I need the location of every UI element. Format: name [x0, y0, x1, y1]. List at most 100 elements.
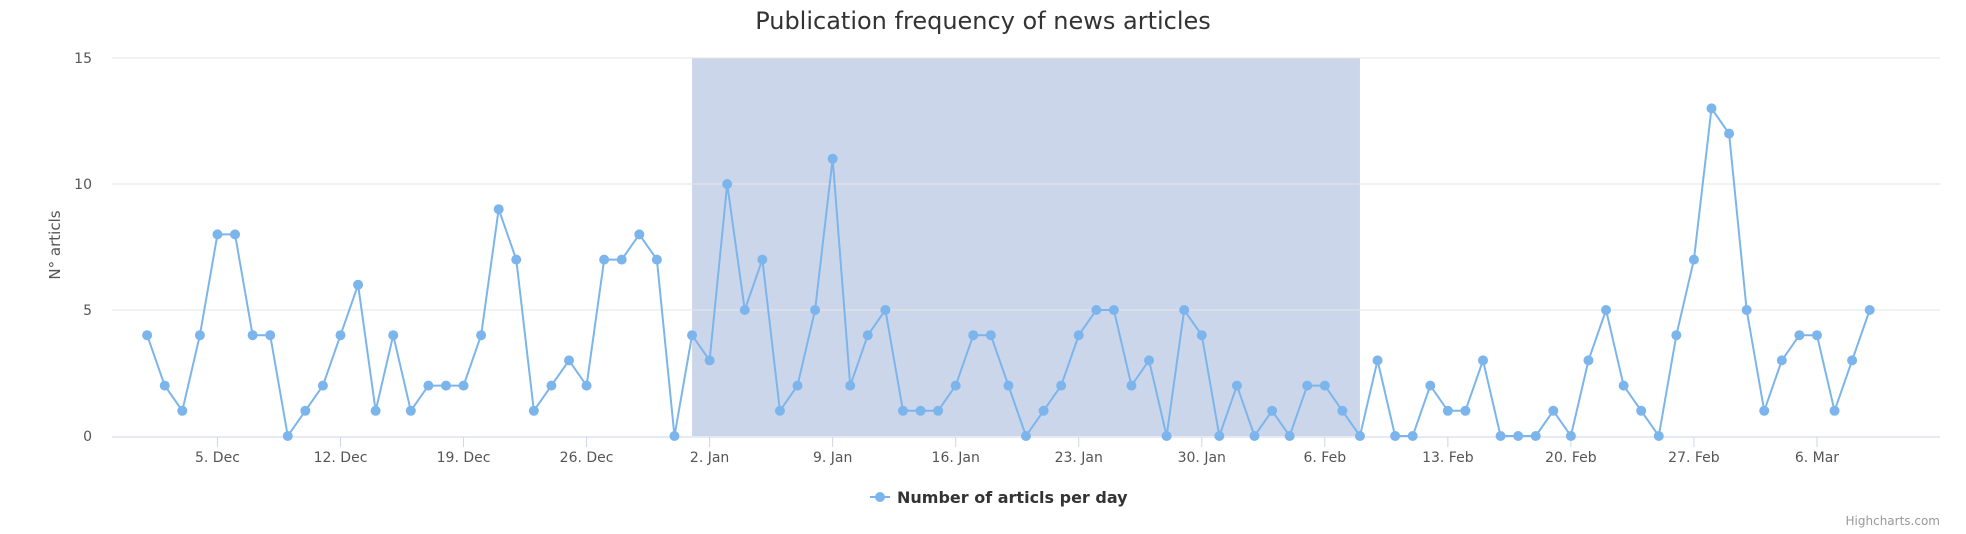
- data-point[interactable]: [1759, 405, 1770, 416]
- data-point[interactable]: [1706, 103, 1717, 114]
- data-point[interactable]: [177, 405, 188, 416]
- data-point[interactable]: [1179, 305, 1190, 315]
- data-point[interactable]: [282, 431, 293, 441]
- data-point[interactable]: [493, 204, 504, 215]
- data-point[interactable]: [212, 229, 223, 240]
- data-point[interactable]: [1864, 305, 1875, 315]
- data-point[interactable]: [405, 405, 416, 416]
- data-point[interactable]: [440, 380, 451, 391]
- data-point[interactable]: [634, 229, 645, 240]
- data-point[interactable]: [687, 330, 698, 341]
- data-point[interactable]: [194, 330, 205, 341]
- data-point[interactable]: [564, 355, 574, 366]
- data-point[interactable]: [458, 380, 469, 391]
- data-point[interactable]: [616, 254, 627, 265]
- data-point[interactable]: [1495, 431, 1506, 441]
- data-point[interactable]: [1636, 405, 1647, 416]
- data-point[interactable]: [1776, 355, 1787, 366]
- data-point[interactable]: [528, 405, 539, 416]
- data-point[interactable]: [265, 330, 276, 341]
- data-point[interactable]: [1811, 330, 1822, 341]
- data-point[interactable]: [1390, 431, 1401, 441]
- series-points[interactable]: [142, 103, 1875, 441]
- data-point[interactable]: [423, 380, 434, 391]
- data-point[interactable]: [774, 405, 785, 416]
- data-point[interactable]: [1847, 355, 1858, 366]
- data-point[interactable]: [1196, 330, 1207, 341]
- data-point[interactable]: [651, 254, 662, 265]
- data-point[interactable]: [1161, 431, 1172, 441]
- data-point[interactable]: [1565, 431, 1576, 441]
- data-point[interactable]: [862, 330, 873, 341]
- data-point[interactable]: [1794, 330, 1805, 341]
- data-point[interactable]: [1653, 431, 1664, 441]
- data-point[interactable]: [1073, 330, 1084, 341]
- data-point[interactable]: [1144, 355, 1155, 366]
- data-point[interactable]: [142, 330, 153, 341]
- data-point[interactable]: [1460, 405, 1471, 416]
- data-point[interactable]: [476, 330, 487, 341]
- data-point[interactable]: [317, 380, 328, 391]
- data-point[interactable]: [1583, 355, 1594, 366]
- data-point[interactable]: [985, 330, 996, 341]
- data-point[interactable]: [1337, 405, 1348, 416]
- data-point[interactable]: [388, 330, 399, 341]
- data-point[interactable]: [1671, 330, 1682, 341]
- data-point[interactable]: [247, 330, 258, 341]
- data-point[interactable]: [1056, 380, 1067, 391]
- legend[interactable]: Number of articls per day: [870, 488, 1128, 507]
- data-point[interactable]: [1126, 380, 1137, 391]
- data-point[interactable]: [1601, 305, 1612, 315]
- data-point[interactable]: [1513, 431, 1524, 441]
- data-point[interactable]: [880, 305, 891, 315]
- data-point[interactable]: [1021, 431, 1031, 441]
- data-point[interactable]: [810, 305, 821, 315]
- data-point[interactable]: [722, 179, 733, 189]
- data-point[interactable]: [1724, 128, 1735, 139]
- data-point[interactable]: [1548, 405, 1559, 416]
- data-point[interactable]: [1284, 431, 1295, 441]
- data-point[interactable]: [792, 380, 803, 391]
- data-point[interactable]: [370, 405, 381, 416]
- data-point[interactable]: [1354, 431, 1365, 441]
- data-point[interactable]: [1003, 380, 1014, 391]
- data-point[interactable]: [1302, 380, 1313, 391]
- data-point[interactable]: [739, 305, 750, 315]
- data-point[interactable]: [581, 380, 592, 391]
- data-point[interactable]: [335, 330, 346, 341]
- data-point[interactable]: [1231, 380, 1242, 391]
- data-point[interactable]: [933, 405, 944, 416]
- data-point[interactable]: [704, 355, 715, 366]
- data-point[interactable]: [915, 405, 926, 416]
- data-point[interactable]: [845, 380, 856, 391]
- data-point[interactable]: [1372, 355, 1383, 366]
- data-point[interactable]: [511, 254, 522, 265]
- data-point[interactable]: [1741, 305, 1752, 315]
- data-point[interactable]: [1829, 405, 1840, 416]
- data-point[interactable]: [1425, 380, 1436, 391]
- data-point[interactable]: [230, 229, 241, 240]
- data-point[interactable]: [827, 153, 838, 164]
- data-point[interactable]: [1214, 431, 1225, 441]
- data-point[interactable]: [1319, 380, 1330, 391]
- credits[interactable]: Highcharts.com: [1846, 514, 1940, 528]
- legend-label[interactable]: Number of articls per day: [897, 488, 1128, 507]
- data-point[interactable]: [1249, 431, 1260, 441]
- data-point[interactable]: [1442, 405, 1453, 416]
- data-point[interactable]: [599, 254, 610, 265]
- data-point[interactable]: [1267, 405, 1278, 416]
- data-point[interactable]: [1091, 305, 1102, 315]
- data-point[interactable]: [757, 254, 768, 265]
- data-point[interactable]: [353, 279, 364, 290]
- data-point[interactable]: [1038, 405, 1049, 416]
- data-point[interactable]: [1478, 355, 1488, 366]
- data-point[interactable]: [968, 330, 979, 341]
- data-point[interactable]: [1108, 305, 1119, 315]
- data-point[interactable]: [300, 405, 311, 416]
- data-point[interactable]: [669, 431, 680, 441]
- data-point[interactable]: [897, 405, 908, 416]
- data-point[interactable]: [159, 380, 170, 391]
- data-point[interactable]: [1688, 254, 1699, 265]
- data-point[interactable]: [950, 380, 961, 391]
- data-point[interactable]: [1530, 431, 1541, 441]
